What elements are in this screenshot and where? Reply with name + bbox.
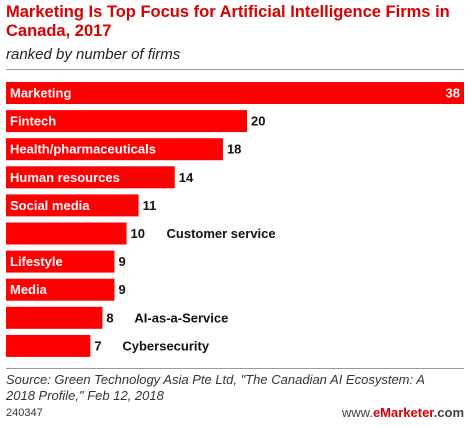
category-label-health-pharmaceuticals: Health/pharmaceuticals [10,142,156,157]
value-label-fintech: 20 [251,114,265,129]
top-divider [6,69,464,70]
chart-title: Marketing Is Top Focus for Artificial In… [6,3,450,40]
category-label-media: Media [10,282,48,297]
value-label-ai-as-a-service: 8 [106,310,113,325]
category-label-cybersecurity: Cybersecurity [122,338,209,353]
chart-subtitle: ranked by number of firms [6,46,181,63]
bar-cybersecurity [6,334,91,357]
category-label-human-resources: Human resources [10,170,120,185]
bar-marketing [6,82,464,104]
brand-e: e [372,405,381,420]
brand-suffix: .com [433,405,464,420]
category-label-customer-service: Customer service [167,226,276,241]
chart-id: 240347 [6,407,43,419]
category-label-social-media: Social media [10,198,90,213]
value-label-media: 9 [118,282,125,297]
value-label-health-pharmaceuticals: 18 [227,142,241,157]
bar-human-resources [6,166,175,189]
brand-name: Marketer [380,405,434,420]
bar-media [6,278,115,301]
category-label-marketing: Marketing [10,86,71,101]
bar-fintech [6,110,248,133]
bar-lifestyle [6,250,115,273]
value-label-lifestyle: 9 [118,254,125,269]
category-label-lifestyle: Lifestyle [10,254,63,269]
source-note: Source: Green Technology Asia Pte Ltd, "… [6,372,425,403]
category-label-ai-as-a-service: AI-as-a-Service [134,310,228,325]
bar-health-pharmaceuticals [6,138,223,161]
bar-ai-as-a-service [6,306,103,329]
value-label-marketing: 38 [446,86,460,101]
bar-social-media [6,194,139,217]
value-label-customer-service: 10 [131,226,145,241]
brand-logo: www.eMarketer.com [342,405,464,420]
value-label-human-resources: 14 [179,170,194,185]
value-label-cybersecurity: 7 [94,338,101,353]
brand-prefix: www. [341,405,373,420]
bottom-divider [6,368,464,369]
bar-chart: 38 Marketing 20 Fintech 18 Health/pharmaceuti… [6,82,464,357]
value-label-social-media: 11 [143,198,157,213]
category-label-fintech: Fintech [10,114,56,129]
bar-customer-service [6,222,127,245]
